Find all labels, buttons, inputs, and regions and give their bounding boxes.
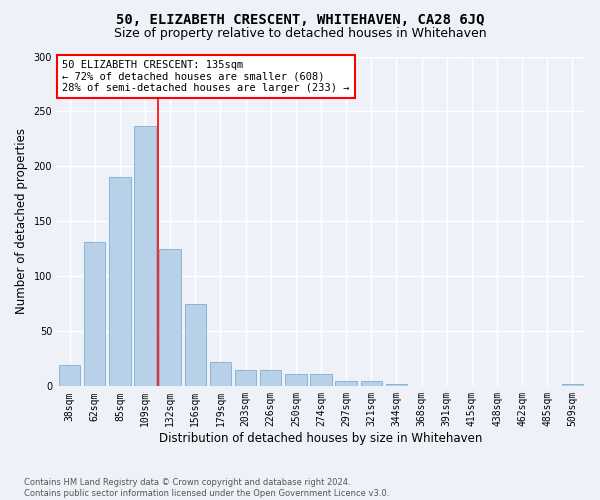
Bar [386,384,407,386]
Bar [134,126,156,386]
X-axis label: Distribution of detached houses by size in Whitehaven: Distribution of detached houses by size … [160,432,483,445]
Text: 50 ELIZABETH CRESCENT: 135sqm
← 72% of detached houses are smaller (608)
28% of : 50 ELIZABETH CRESCENT: 135sqm ← 72% of d… [62,60,350,93]
Bar [285,374,307,386]
Bar [310,374,332,386]
Bar [260,370,281,386]
Text: Size of property relative to detached houses in Whitehaven: Size of property relative to detached ho… [113,28,487,40]
Bar [160,249,181,386]
Bar [335,381,357,386]
Bar [59,366,80,386]
Text: Contains HM Land Registry data © Crown copyright and database right 2024.
Contai: Contains HM Land Registry data © Crown c… [24,478,389,498]
Bar [210,362,231,386]
Text: 50, ELIZABETH CRESCENT, WHITEHAVEN, CA28 6JQ: 50, ELIZABETH CRESCENT, WHITEHAVEN, CA28… [116,12,484,26]
Bar [361,381,382,386]
Bar [109,178,131,386]
Bar [235,370,256,386]
Bar [84,242,106,386]
Bar [562,384,583,386]
Bar [185,304,206,386]
Y-axis label: Number of detached properties: Number of detached properties [15,128,28,314]
